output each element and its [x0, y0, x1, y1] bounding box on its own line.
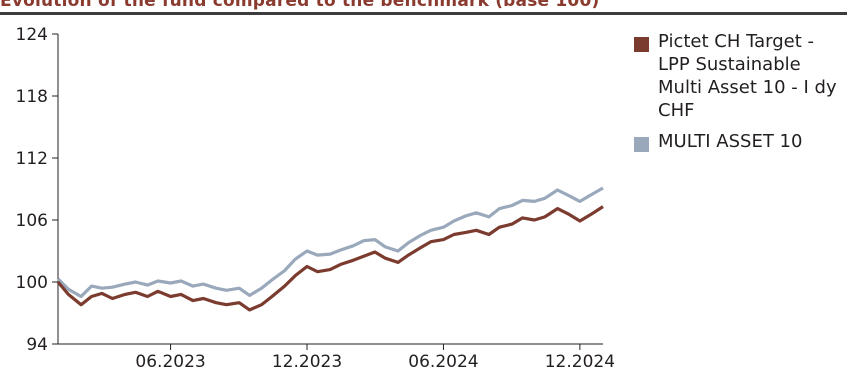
- legend-item-benchmark: MULTI ASSET 10: [634, 130, 844, 153]
- legend: Pictet CH Target - LPP Sustainable Multi…: [634, 30, 844, 161]
- x-tick-label: 06.2023: [135, 352, 205, 372]
- legend-label-benchmark: MULTI ASSET 10: [658, 131, 803, 152]
- top-rule: [0, 12, 847, 15]
- y-axis: 94 100 106 112 118 124: [16, 25, 59, 355]
- y-tick-label: 124: [16, 25, 48, 45]
- x-axis: 06.2023 12.2023 06.2024 12.2024: [58, 343, 615, 372]
- y-tick-label: 106: [16, 211, 48, 231]
- series-layer: [56, 186, 604, 312]
- y-tick-label: 100: [16, 273, 48, 293]
- legend-swatch-benchmark: [634, 137, 649, 152]
- y-tick-label: 112: [16, 149, 48, 169]
- legend-swatch-fund: [634, 37, 649, 52]
- y-tick-label: 118: [16, 87, 48, 107]
- legend-item-fund: Pictet CH Target - LPP Sustainable Multi…: [634, 30, 844, 122]
- y-tick-label: 94: [26, 335, 48, 355]
- x-tick-label: 06.2024: [408, 352, 478, 372]
- series-line-benchmark: [56, 186, 604, 299]
- legend-label-fund: Pictet CH Target - LPP Sustainable Multi…: [658, 31, 837, 121]
- x-tick-label: 12.2024: [545, 352, 615, 372]
- chart-header-partial: Evolution of the fund compared to the be…: [0, 0, 600, 11]
- x-tick-label: 12.2023: [272, 352, 342, 372]
- series-line-fund: [56, 205, 604, 312]
